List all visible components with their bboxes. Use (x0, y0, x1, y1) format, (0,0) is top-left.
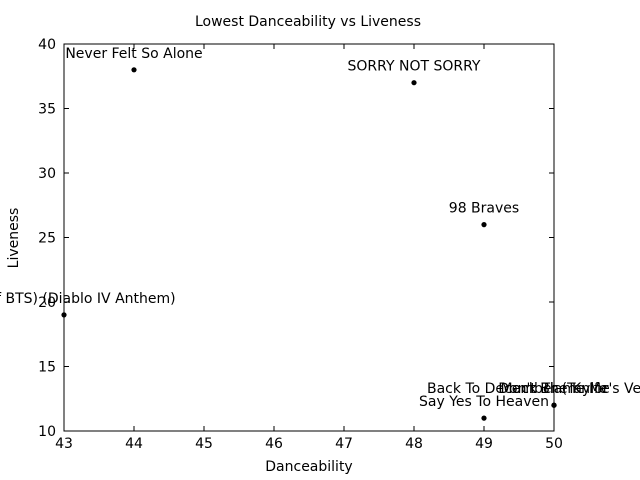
y-tick-label: 15 (38, 360, 56, 376)
data-points (61, 67, 557, 421)
x-axis: 43 44 45 46 47 48 49 50 (55, 44, 563, 452)
point-label: Say Yes To Heaven (419, 394, 549, 410)
y-tick-label: 10 (38, 424, 56, 440)
data-point (411, 80, 417, 86)
data-point (551, 402, 557, 408)
chart-title: Lowest Danceability vs Liveness (195, 14, 421, 30)
point-label: SORRY NOT SORRY (348, 59, 481, 75)
data-point (131, 67, 137, 73)
y-tick-label: 30 (38, 166, 56, 182)
x-tick-label: 47 (335, 436, 353, 452)
point-label: Back To December (Taylor's Version) (427, 381, 640, 397)
data-point (61, 312, 67, 318)
x-tick-label: 50 (545, 436, 563, 452)
data-point (481, 222, 487, 228)
point-label: Never Felt So Alone (65, 46, 202, 62)
x-tick-label: 48 (405, 436, 423, 452)
y-tick-label: 25 (38, 231, 56, 247)
x-axis-title: Danceability (265, 459, 352, 475)
point-label: Don't Blame Me (498, 381, 609, 397)
data-point (481, 415, 487, 421)
x-tick-label: 43 (55, 436, 73, 452)
point-labels: Never Felt So Alone SORRY NOT SORRY 98 Bra… (0, 46, 640, 410)
y-tick-label: 40 (38, 37, 56, 53)
point-label: UGA of BTS) (Diablo IV Anthem) (0, 291, 176, 307)
point-label: Mack The Knife (501, 381, 608, 397)
x-tick-label: 45 (195, 436, 213, 452)
x-tick-label: 49 (475, 436, 493, 452)
y-axis: 10 15 20 25 30 35 40 (38, 37, 554, 440)
plot-area-frame (63, 43, 555, 432)
x-tick-label: 46 (265, 436, 283, 452)
x-tick-label: 44 (125, 436, 143, 452)
y-tick-label: 20 (38, 295, 56, 311)
y-axis-title: Liveness (6, 208, 22, 269)
y-tick-label: 35 (38, 102, 56, 118)
point-label: 98 Braves (449, 201, 519, 217)
